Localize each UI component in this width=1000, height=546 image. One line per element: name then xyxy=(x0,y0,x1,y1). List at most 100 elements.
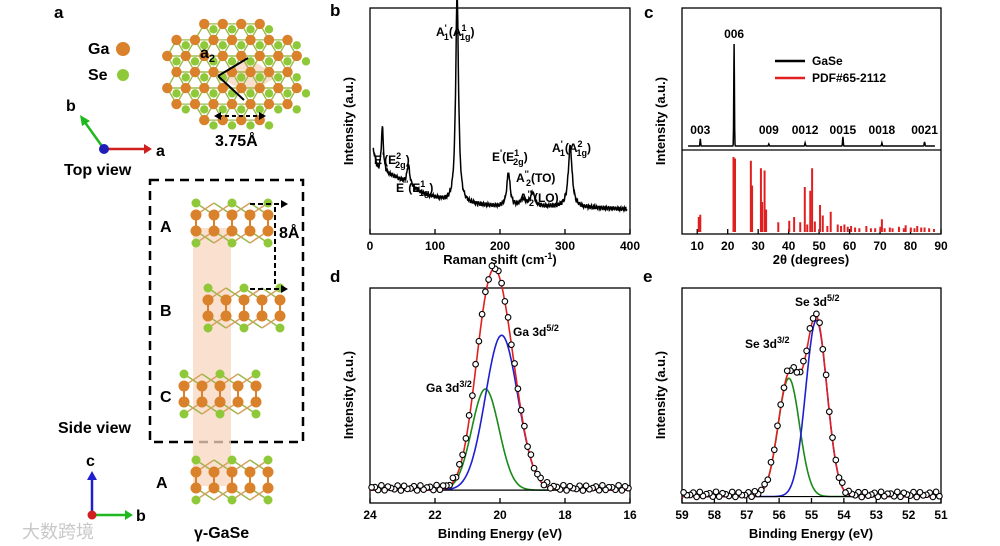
x-tick-label: 50 xyxy=(812,239,826,253)
top-view-axes: b a xyxy=(66,98,165,160)
ga-atom xyxy=(256,310,268,322)
x-tick-label: 60 xyxy=(843,239,857,253)
xps-data-point xyxy=(381,486,388,494)
se-atom xyxy=(227,495,237,505)
side-view-axes: c b xyxy=(86,453,146,525)
panel-e-letter: e xyxy=(643,267,652,286)
xps-data-point xyxy=(715,493,723,500)
xps-data-point xyxy=(462,435,470,442)
ga-atom xyxy=(162,50,173,62)
xrd-reference-bar xyxy=(874,228,877,232)
se-atom xyxy=(181,73,190,82)
xps-data-point xyxy=(783,367,791,375)
se-atom xyxy=(203,323,213,333)
side-view-label: Side view xyxy=(58,420,131,437)
xps-data-point xyxy=(417,482,424,489)
xps-data-point xyxy=(693,493,700,501)
se-atom xyxy=(209,121,218,130)
se-atom xyxy=(264,25,274,34)
xrd-reference-bar xyxy=(843,224,846,232)
se-atom xyxy=(239,323,249,333)
se-atom xyxy=(255,73,264,82)
se-atom xyxy=(274,41,283,50)
xrd-reference-bar xyxy=(821,215,824,232)
ga-atom xyxy=(214,380,226,392)
xps-data-point xyxy=(475,337,483,345)
ga-atom xyxy=(244,482,256,494)
raman-peak-annotation: E''(E1 1g) xyxy=(396,179,433,198)
se-atom xyxy=(263,455,273,465)
xps-data-point xyxy=(472,360,479,368)
ga-atom xyxy=(171,66,182,78)
xps-data-point xyxy=(735,489,743,496)
xrd-reference-bar xyxy=(759,168,762,232)
se-atom xyxy=(172,89,181,98)
side-view-frame xyxy=(148,178,305,444)
xps-data-point xyxy=(732,493,739,501)
ga-atom xyxy=(220,310,232,322)
xrd-reference-bars xyxy=(697,157,935,232)
panel-b: b 0 100 200 300 400 Raman shift (cm-1) Inten… xyxy=(330,0,640,267)
x-tick-label: 51 xyxy=(934,508,948,522)
xps-data-point xyxy=(712,488,720,496)
se-atom xyxy=(251,369,261,379)
x-tick-label: 90 xyxy=(934,239,948,253)
se-atom xyxy=(218,41,227,50)
ga-atom xyxy=(199,18,210,30)
se-atom xyxy=(255,105,264,114)
xrd-reference-bar xyxy=(829,211,832,232)
raman-peak-annotation: E'(E2 2g) xyxy=(374,151,410,170)
xrd-reference-bar xyxy=(751,185,754,232)
se-atom xyxy=(181,105,190,114)
xrd-reference-bar xyxy=(793,217,796,232)
ga-atom xyxy=(208,98,219,110)
xps-data-point xyxy=(524,443,531,450)
ga-atom xyxy=(199,82,210,94)
ga-atom xyxy=(245,98,256,110)
ga-atom xyxy=(189,66,201,78)
ga-atom xyxy=(196,380,208,392)
x-tick-label: 300 xyxy=(555,239,575,253)
xrd-reference-bar xyxy=(836,224,839,232)
xrd-peak-labels: 003 006 009 0012 0015 0018 0021 xyxy=(690,27,938,137)
xrd-reference-bar xyxy=(732,157,735,232)
xps-data-point xyxy=(602,486,609,494)
xps-data-point xyxy=(560,481,567,489)
raman-peak-annotation: A' 1(A1 1g) xyxy=(436,23,475,42)
ga3d32-label: Ga 3d3/2 xyxy=(426,379,472,395)
x-tick-label: 52 xyxy=(902,508,916,522)
ga-atom xyxy=(262,466,274,478)
xps-fit-component xyxy=(370,334,630,491)
xrd-measured-line xyxy=(688,43,935,147)
xps-data-point xyxy=(897,493,904,501)
xrd-reference-bar xyxy=(788,220,791,232)
se-atom xyxy=(264,121,274,130)
ga-atom xyxy=(220,294,232,306)
xrd-reference-bar xyxy=(819,205,822,232)
xrd-peak-label: 0012 xyxy=(792,123,819,137)
ga-atom xyxy=(256,294,268,306)
x-tick-label: 400 xyxy=(620,239,640,253)
xrd-reference-bar xyxy=(811,168,814,232)
panel-c-letter: c xyxy=(644,3,653,22)
xps-fit-component xyxy=(682,319,941,498)
xrd-reference-bar xyxy=(799,222,802,232)
xps-data-point xyxy=(696,488,704,496)
xps-data-point xyxy=(767,458,775,466)
ga3d-xps-plot xyxy=(368,262,632,494)
ga-atom xyxy=(232,380,244,392)
xps-data-point xyxy=(777,401,785,408)
se-atom xyxy=(227,57,237,66)
se-atom xyxy=(292,41,301,50)
xps-data-point xyxy=(916,488,924,496)
xps-data-point xyxy=(822,371,830,379)
x-tick-label: 58 xyxy=(708,508,722,522)
xps-data-point xyxy=(530,464,538,472)
panel-b-letter: b xyxy=(330,1,340,20)
ga-atom xyxy=(199,114,210,126)
raman-peak-annotation: A'' 2(LO) xyxy=(519,189,559,208)
x-tick-label: 55 xyxy=(805,508,819,522)
x-axis-label-b: Raman shift (cm-1) xyxy=(443,251,557,267)
xrd-peak-label: 0021 xyxy=(911,123,938,137)
